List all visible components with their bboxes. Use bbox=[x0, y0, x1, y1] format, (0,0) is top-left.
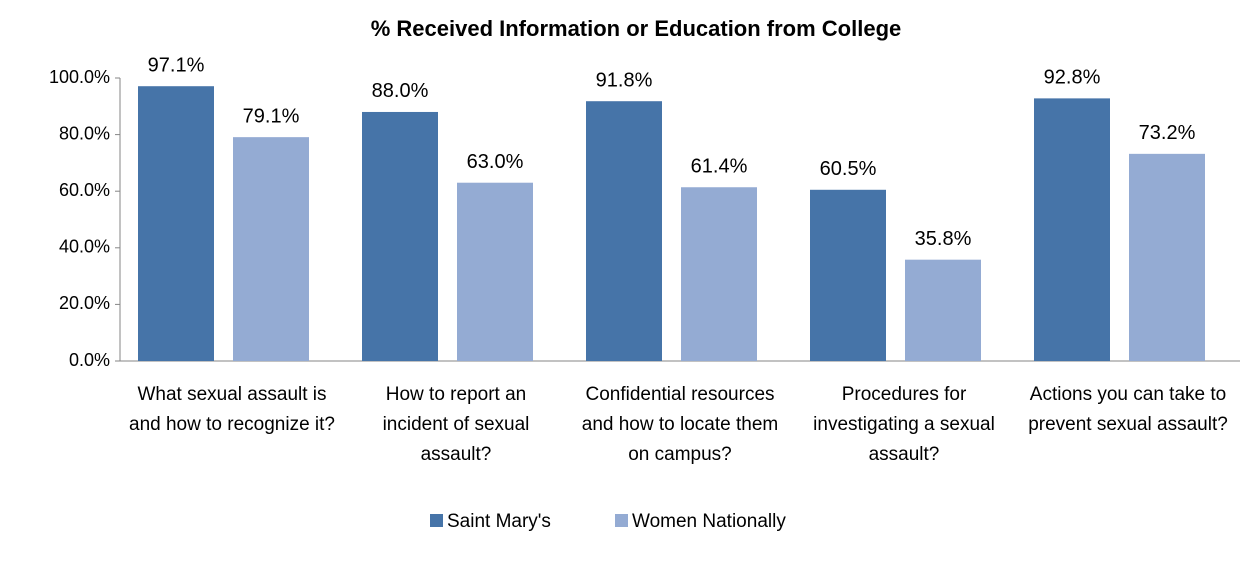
y-tick-label: 60.0% bbox=[59, 180, 110, 200]
y-tick-label: 80.0% bbox=[59, 123, 110, 143]
x-tick-label: How to report an incident of sexual assa… bbox=[382, 384, 530, 465]
legend-swatch bbox=[615, 514, 628, 527]
bar bbox=[1129, 153, 1205, 361]
bar bbox=[681, 187, 757, 361]
x-tick-label: What sexual assault is and how to recogn… bbox=[129, 384, 335, 435]
bar bbox=[138, 86, 214, 361]
bar bbox=[457, 182, 533, 361]
y-tick-label: 40.0% bbox=[59, 237, 110, 257]
data-label: 79.1% bbox=[243, 105, 300, 127]
legend-swatch bbox=[430, 514, 443, 527]
y-tick-label: 20.0% bbox=[59, 293, 110, 313]
data-label: 63.0% bbox=[467, 151, 524, 173]
bar bbox=[905, 259, 981, 361]
bar bbox=[362, 111, 438, 362]
data-label: 35.8% bbox=[915, 228, 972, 250]
data-label: 60.5% bbox=[820, 158, 877, 180]
y-tick-label: 0.0% bbox=[69, 350, 110, 370]
data-label: 61.4% bbox=[691, 156, 748, 178]
bar bbox=[810, 189, 886, 361]
x-tick-label: Actions you can take to prevent sexual a… bbox=[1028, 384, 1228, 435]
data-label: 91.8% bbox=[596, 69, 653, 91]
data-label: 88.0% bbox=[372, 80, 429, 102]
y-tick-label: 100.0% bbox=[49, 67, 110, 87]
legend-label: Saint Mary's bbox=[447, 511, 551, 532]
bar bbox=[1034, 98, 1110, 361]
data-label: 92.8% bbox=[1044, 67, 1101, 89]
data-label: 97.1% bbox=[148, 54, 205, 76]
x-tick-label: Procedures for investigating a sexual as… bbox=[813, 384, 995, 465]
x-tick-label: Confidential resources and how to locate… bbox=[581, 384, 779, 465]
bar bbox=[586, 101, 662, 362]
chart-title: % Received Information or Education from… bbox=[371, 16, 902, 41]
legend-label: Women Nationally bbox=[632, 511, 786, 532]
bar bbox=[233, 137, 309, 361]
data-label: 73.2% bbox=[1139, 122, 1196, 144]
